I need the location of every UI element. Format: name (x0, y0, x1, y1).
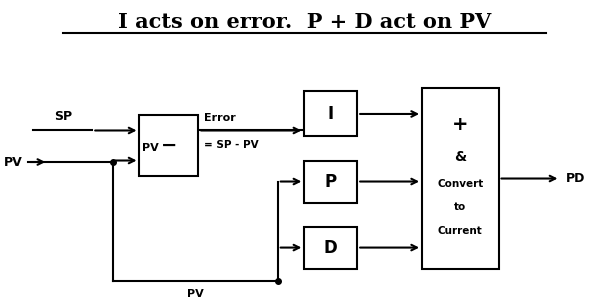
Text: Convert: Convert (437, 179, 484, 189)
FancyBboxPatch shape (422, 88, 499, 268)
Text: SP: SP (54, 110, 72, 123)
FancyBboxPatch shape (304, 227, 357, 268)
Text: PV: PV (187, 289, 204, 299)
Text: PD: PD (566, 172, 586, 185)
Text: PV: PV (4, 155, 23, 168)
FancyBboxPatch shape (304, 92, 357, 136)
Text: = SP - PV: = SP - PV (204, 140, 259, 150)
Text: to: to (454, 202, 466, 212)
FancyBboxPatch shape (304, 161, 357, 202)
Text: I: I (328, 105, 334, 123)
Text: −: − (161, 136, 177, 155)
Text: Current: Current (438, 226, 482, 236)
Text: P: P (325, 172, 337, 191)
Text: I acts on error.  P + D act on PV: I acts on error. P + D act on PV (118, 12, 491, 32)
Text: PV: PV (142, 143, 159, 153)
Text: +: + (452, 115, 469, 134)
Text: D: D (324, 238, 338, 257)
FancyBboxPatch shape (139, 115, 198, 175)
Text: Error: Error (204, 113, 236, 123)
Text: &: & (454, 150, 466, 164)
